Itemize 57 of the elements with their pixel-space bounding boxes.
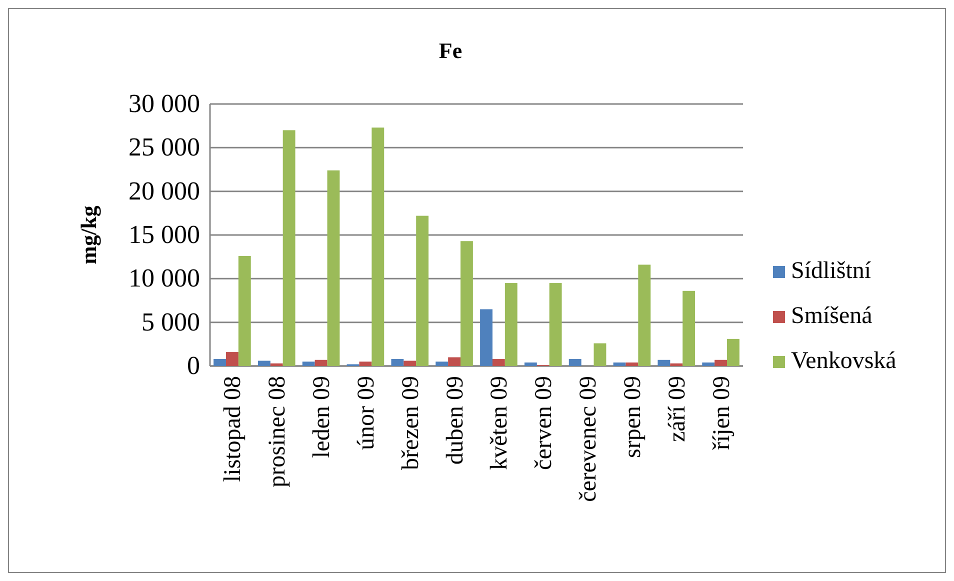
- x-tick-label: listopad 08: [220, 376, 246, 482]
- bar: [702, 362, 715, 366]
- bar: [404, 360, 416, 366]
- bar: [524, 362, 537, 366]
- y-tick-label: 20 000: [128, 176, 200, 206]
- bar: [549, 283, 562, 366]
- x-tick-label: září 09: [664, 376, 690, 442]
- bar: [626, 362, 638, 366]
- x-tick-label: březen 09: [398, 376, 424, 470]
- bar: [314, 360, 328, 366]
- legend-label: Smíšená: [791, 303, 873, 329]
- x-tick-label: prosinec 08: [264, 376, 291, 488]
- bar: [682, 290, 696, 366]
- bar: [460, 241, 473, 366]
- x-tick-label: duben 09: [442, 376, 468, 465]
- bar: [504, 283, 518, 366]
- y-tick-label: 10 000: [128, 264, 200, 293]
- x-tick-label: květen 09: [486, 376, 513, 470]
- y-tick-label: 25 000: [128, 132, 200, 162]
- bar: [480, 309, 492, 366]
- legend-label: Venkovská: [791, 348, 897, 374]
- bar: [568, 359, 582, 366]
- x-tick-label: čerevenec 09: [576, 376, 602, 502]
- bar: [282, 130, 296, 366]
- bar: [270, 363, 283, 366]
- y-tick-label: 30 000: [128, 89, 200, 118]
- bar: [391, 359, 404, 366]
- bar: [714, 360, 728, 366]
- bar: [613, 362, 626, 366]
- bar: [238, 256, 251, 366]
- x-tick-label: srpen 09: [620, 376, 646, 458]
- bar: [492, 359, 505, 366]
- x-tick-label: leden 09: [309, 376, 336, 458]
- bar: [727, 338, 740, 366]
- bar: [258, 360, 270, 366]
- bar: [372, 128, 384, 366]
- legend-label: Sídlištní: [791, 258, 872, 284]
- bar: [327, 170, 340, 366]
- x-tick-label: říjen 09: [708, 376, 735, 450]
- bar: [436, 362, 448, 366]
- y-tick-label: 15 000: [128, 220, 200, 249]
- x-tick-label: červen 09: [531, 376, 558, 470]
- bar: [302, 362, 315, 366]
- bar: [226, 352, 238, 366]
- y-tick-label: 5 000: [142, 307, 200, 336]
- bar: [214, 359, 226, 366]
- y-tick-label: 0: [187, 351, 200, 380]
- x-tick-label: únor 09: [353, 376, 380, 450]
- bar: [594, 343, 606, 366]
- bar: [359, 362, 372, 366]
- bar: [416, 216, 429, 366]
- chart-title: Fe: [438, 38, 462, 63]
- bar: [670, 363, 683, 366]
- bar: [638, 264, 651, 366]
- bar: [658, 360, 670, 366]
- y-axis-title: mg/kg: [76, 206, 101, 264]
- bar: [448, 357, 461, 366]
